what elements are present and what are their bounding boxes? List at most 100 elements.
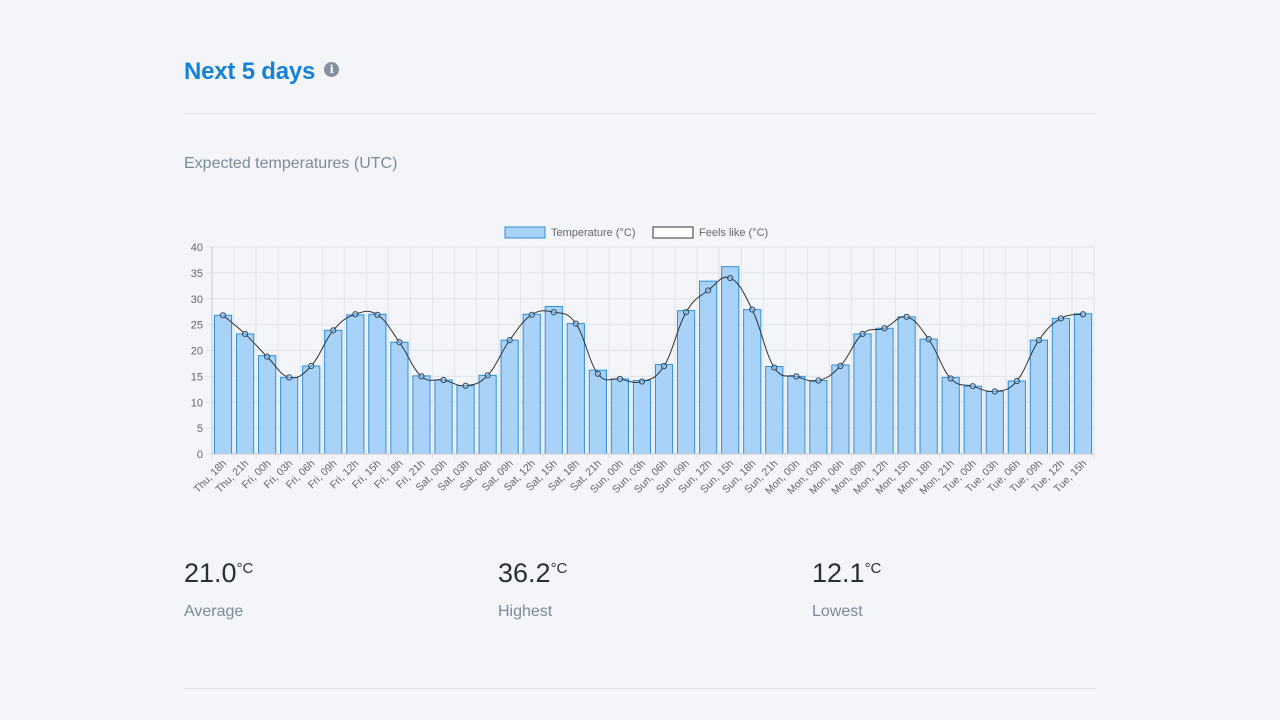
temperature-bar	[522, 313, 541, 455]
temperature-bar	[235, 333, 255, 455]
temperature-bar	[699, 280, 718, 455]
feels-like-point	[462, 382, 469, 389]
feels-like-point	[969, 383, 976, 390]
temperature-bar	[985, 390, 1004, 455]
temperature-bar	[919, 338, 938, 455]
feels-like-point	[638, 378, 646, 385]
footer-divider	[184, 688, 1096, 689]
feels-like-point	[374, 311, 381, 318]
feels-like-point	[660, 362, 668, 370]
temperature-bar	[368, 313, 387, 455]
feels-like-point	[1057, 315, 1065, 322]
legend-temperature-swatch	[504, 226, 546, 239]
feels-like-point	[308, 362, 315, 370]
feels-like-point	[859, 330, 866, 338]
feels-like-point	[418, 373, 425, 380]
stat-average: 21.0°C Average	[184, 558, 253, 621]
feels-like-line	[222, 276, 1084, 393]
feels-like-point	[506, 337, 513, 344]
stat-average-value: 21.0	[184, 558, 237, 588]
feels-like-point	[837, 362, 844, 370]
feels-like-point	[550, 309, 557, 316]
info-icon[interactable]: i	[324, 61, 340, 77]
y-tick-label: 35	[191, 268, 203, 280]
feels-like-point	[616, 375, 624, 383]
section-title: Next 5 days	[184, 58, 316, 85]
feels-like-point	[682, 309, 690, 316]
stat-lowest-unit: °C	[864, 560, 882, 577]
stat-lowest-value: 12.1	[812, 558, 865, 588]
feels-like-point	[396, 339, 403, 346]
feels-like-point	[594, 370, 601, 377]
temperature-bar	[346, 314, 365, 455]
feels-like-point	[771, 364, 778, 371]
feels-like-point	[330, 327, 337, 334]
y-tick-label: 0	[197, 449, 203, 461]
temperature-bar	[787, 375, 806, 455]
temperature-bar	[302, 365, 321, 455]
feels-like-point	[440, 376, 447, 384]
stat-average-label: Average	[184, 603, 244, 620]
temperature-bar	[324, 329, 343, 455]
stat-average-unit: °C	[236, 560, 254, 577]
feels-like-point	[705, 287, 712, 294]
stat-lowest-label: Lowest	[812, 603, 863, 620]
temperature-bar	[875, 327, 894, 455]
y-tick-label: 20	[191, 346, 203, 358]
temperature-bar	[632, 380, 652, 455]
feels-like-point	[727, 274, 734, 282]
y-tick-label: 40	[191, 242, 203, 254]
stat-highest-value: 36.2	[498, 558, 551, 588]
temperature-bar	[412, 375, 431, 455]
feels-like-point	[484, 372, 491, 379]
temperature-bar	[1051, 317, 1071, 455]
feels-like-point	[925, 336, 932, 343]
temperature-bar	[853, 333, 872, 455]
feels-like-point	[881, 325, 888, 332]
y-tick-label: 30	[191, 294, 203, 306]
temperature-bar	[610, 378, 630, 455]
legend-temperature-label: Temperature (°C)	[551, 227, 635, 239]
feels-like-point	[903, 313, 910, 320]
temperature-bar	[765, 366, 784, 455]
feels-like-point	[528, 311, 535, 318]
temperature-bar	[434, 379, 453, 455]
temperature-bar	[963, 385, 982, 455]
feels-like-point	[286, 374, 293, 381]
temperature-bar	[1029, 339, 1048, 455]
feels-like-point	[241, 330, 249, 338]
temperature-bar	[831, 364, 850, 455]
legend-feels-like-label: Feels like (°C)	[699, 227, 768, 239]
y-tick-label: 25	[191, 320, 203, 332]
temperature-bar	[390, 341, 409, 455]
temperature-bar	[654, 363, 674, 455]
temperature-bar	[809, 380, 828, 455]
feels-like-point	[793, 373, 800, 380]
feels-like-point	[1013, 377, 1020, 385]
temperature-bar	[544, 306, 563, 455]
feels-like-point	[264, 353, 271, 360]
feels-like-point	[991, 388, 998, 395]
temperature-bar	[721, 266, 740, 455]
feels-like-point	[572, 320, 579, 327]
stat-highest-label: Highest	[498, 603, 553, 620]
temperature-bar	[456, 385, 475, 455]
section-header: Next 5 days i	[184, 58, 340, 86]
feels-like-point	[1079, 311, 1087, 318]
feels-like-point	[1035, 337, 1042, 344]
chart-subtitle: Expected temperatures (UTC)	[184, 155, 398, 172]
stat-highest-unit: °C	[550, 560, 568, 577]
feels-like-point	[352, 311, 359, 318]
temperature-bar	[566, 323, 585, 455]
temperature-bar	[1007, 380, 1026, 455]
temperature-bar	[743, 309, 762, 455]
y-tick-label: 15	[191, 371, 203, 383]
temperature-bar	[1073, 313, 1093, 455]
feels-like-point	[947, 375, 954, 382]
temperature-bar	[213, 314, 233, 455]
feels-like-point	[219, 312, 227, 319]
y-tick-label: 10	[191, 397, 203, 409]
temperature-bar	[897, 316, 916, 455]
temperature-bar	[478, 374, 497, 455]
